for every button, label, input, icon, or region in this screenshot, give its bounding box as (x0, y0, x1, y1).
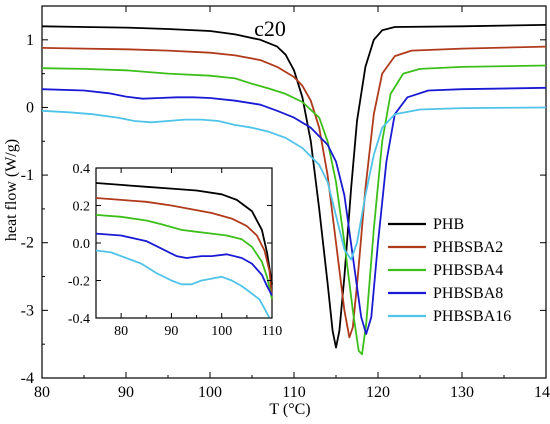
x-tick-label: 80 (34, 384, 50, 401)
y-tick-label: -4 (21, 370, 34, 387)
x-tick-label: 110 (282, 384, 305, 401)
inset-x-tick-label: 80 (114, 324, 128, 339)
y-tick-label: -1 (21, 167, 34, 184)
legend-label-phbsba4: PHBSBA4 (433, 262, 503, 279)
main-series-group (41, 24, 547, 356)
inset-x-tick-label: 110 (262, 324, 282, 339)
x-tick-label: 120 (366, 384, 390, 401)
chart-title: c20 (254, 16, 286, 41)
legend-label-phbsba2: PHBSBA2 (433, 239, 503, 256)
inset-series-line-phbsba2 (95, 197, 273, 300)
series-line-phbsba8 (41, 86, 547, 335)
inset-y-tick-label: -0.4 (68, 312, 90, 327)
legend-label-phbsba16: PHBSBA16 (433, 308, 511, 325)
inset-y-tick-label: 0.4 (73, 162, 91, 177)
inset-series-line-phb (95, 182, 273, 285)
inset-y-tick-label: 0.0 (73, 237, 91, 252)
x-tick-label: 140 (534, 384, 550, 401)
series-line-phbsba16 (41, 106, 547, 261)
y-tick-label: 0 (26, 99, 34, 116)
inset-series-line-phbsba4 (95, 214, 273, 300)
series-line-phbsba4 (41, 64, 547, 356)
inset-y-tick-label: 0.2 (73, 200, 91, 215)
legend: PHB PHBSBA2 PHBSBA4 PHBSBA8 PHBSBA16 (388, 216, 511, 325)
inset-frame (95, 167, 273, 319)
y-axis-label: heat flow (W/g) (3, 139, 20, 241)
inset-x-tick-label: 100 (211, 324, 232, 339)
x-tick-label: 100 (198, 384, 222, 401)
inset-series-line-phbsba16 (95, 249, 271, 319)
x-tick-label: 130 (450, 384, 474, 401)
inset-plot: 80 90 100 110 -0.4 -0.2 0.0 0.2 0.4 (68, 162, 282, 339)
y-tick-label: -3 (21, 302, 34, 319)
inset-y-tick-label: -0.2 (68, 275, 90, 290)
series-line-phb (41, 24, 547, 349)
series-line-phbsba2 (41, 45, 547, 339)
y-tick-label: -2 (21, 235, 34, 252)
main-plot: 80 90 100 110 120 130 140 -4 -3 -2 -1 0 1 (21, 5, 550, 401)
x-tick-label: 90 (118, 384, 134, 401)
legend-label-phb: PHB (433, 216, 464, 233)
x-axis-label: T (°C) (269, 401, 310, 418)
y-tick-label: 1 (26, 32, 34, 49)
legend-label-phbsba8: PHBSBA8 (433, 285, 503, 302)
inset-series-line-phbsba8 (95, 232, 273, 296)
inset-x-tick-label: 90 (164, 324, 178, 339)
